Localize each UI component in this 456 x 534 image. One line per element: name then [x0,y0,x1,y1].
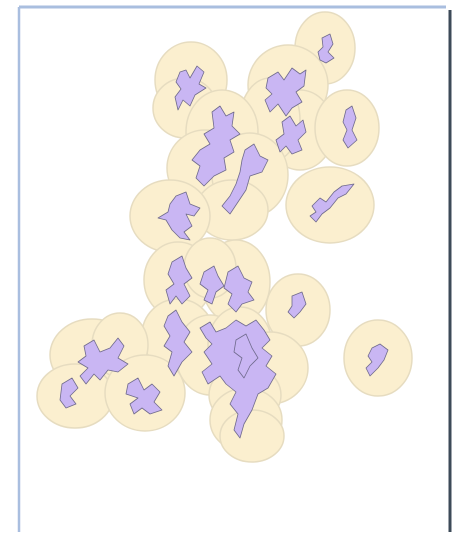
feature-polygon [191,105,241,187]
feature-polygon [174,65,207,111]
feature-polygon [59,377,79,409]
feature-polygon [365,343,389,377]
feature-polygon [223,265,255,313]
feature-polygon [317,33,335,64]
features-layer [59,33,389,439]
feature-polygon [163,309,193,377]
feature-polygon [342,105,358,149]
feature-polygon [125,377,163,415]
feature-polygon [157,191,201,241]
feature-polygon [287,291,307,319]
feature-polygon [199,319,277,439]
feature-polygon [165,255,193,305]
feature-polygon [77,337,129,385]
buffer-zone [219,409,285,463]
feature-polygon [221,143,269,215]
feature-polygon [199,265,225,305]
feature-polygon [264,67,307,117]
feature-polygon [233,333,259,379]
feature-polygon [275,115,307,155]
feature-polygon [309,183,355,223]
